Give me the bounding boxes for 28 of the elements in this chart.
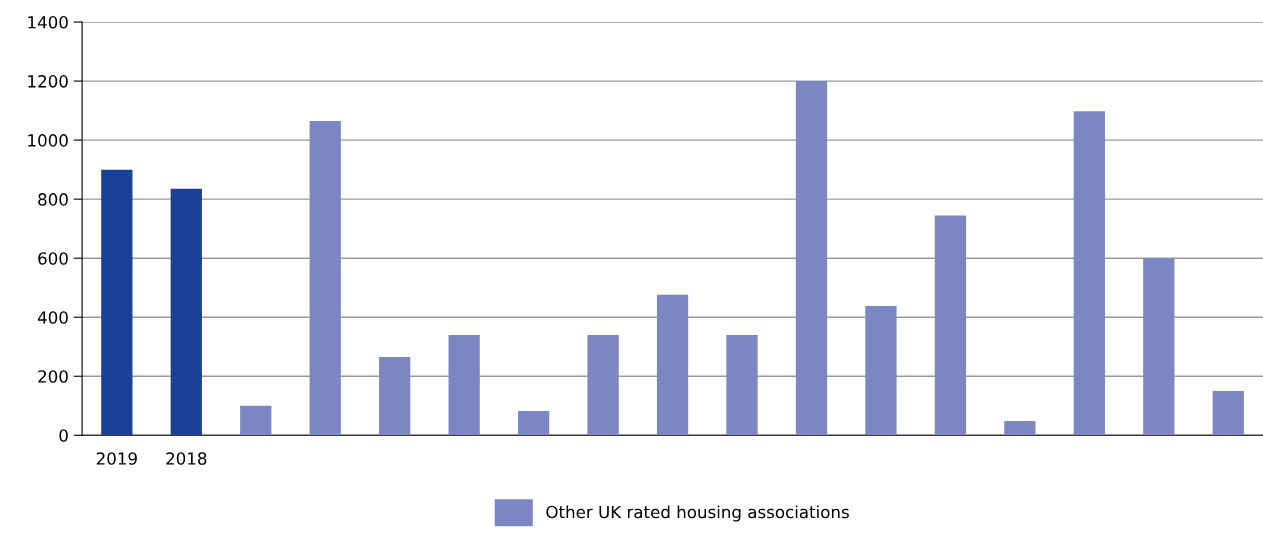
bar [656, 294, 689, 436]
bar [726, 334, 758, 436]
bar [587, 334, 619, 436]
bar [1004, 421, 1036, 436]
bar [1212, 391, 1244, 436]
bar [934, 215, 967, 436]
bar [1073, 111, 1105, 436]
y-tick-label: 1000 [28, 134, 68, 147]
x-tick-label: 2019 [96, 452, 137, 465]
bar [795, 81, 828, 436]
bar [517, 411, 550, 436]
bar [448, 334, 480, 436]
bar [240, 405, 272, 436]
legend-label: Other UK rated housing associations [546, 505, 849, 522]
y-tick-label: 400 [37, 311, 68, 324]
y-tick-label: 0 [59, 429, 68, 442]
bar [170, 188, 202, 436]
bar [309, 120, 341, 436]
x-tick-label: 2018 [166, 452, 207, 465]
y-tick-label: 800 [38, 193, 68, 206]
bar [101, 169, 133, 436]
y-tick-label: 600 [38, 252, 68, 265]
y-tick-label: 1200 [28, 75, 68, 88]
bar [379, 357, 411, 436]
y-tick-label: 200 [38, 370, 68, 383]
y-tick-label: 1400 [28, 16, 68, 29]
bar [865, 306, 897, 436]
bar [1143, 258, 1175, 436]
